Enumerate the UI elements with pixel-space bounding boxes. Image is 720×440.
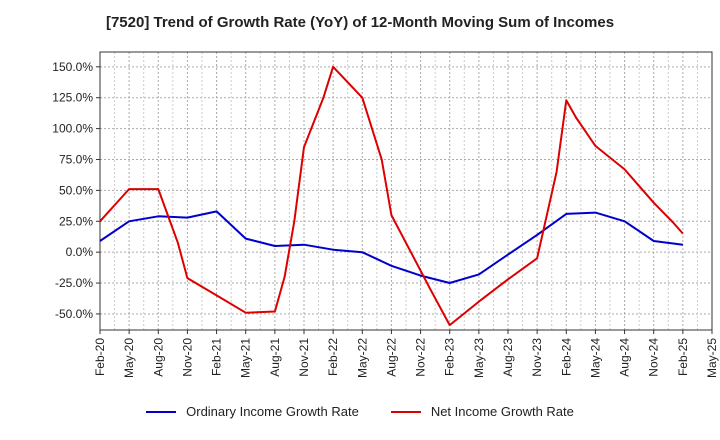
y-tick-label: 50.0% [59, 183, 93, 197]
net-income-growth-line [99, 65, 684, 327]
x-tick-label: Aug-24 [618, 338, 632, 377]
x-tick-label: May-22 [355, 338, 369, 378]
x-tick-label: Nov-22 [414, 338, 428, 377]
ordinary-income-growth-line [99, 210, 684, 284]
legend-item-ordinary-income: Ordinary Income Growth Rate [146, 404, 359, 419]
x-tick-label: Nov-20 [180, 338, 194, 377]
legend-swatch-net-income [390, 410, 421, 413]
x-tick-label: Aug-23 [501, 338, 515, 377]
x-tick-label: Aug-21 [268, 338, 282, 377]
x-tick-label: Feb-20 [93, 338, 107, 376]
x-tick-label: May-24 [588, 338, 602, 378]
x-tick-label: May-20 [122, 338, 136, 378]
x-tick-label: Feb-23 [443, 338, 457, 376]
x-tick-label: Nov-23 [530, 338, 544, 377]
y-tick-label: 25.0% [59, 214, 93, 228]
legend-label-ordinary-income: Ordinary Income Growth Rate [186, 404, 359, 419]
x-tick-label: Feb-21 [210, 338, 224, 376]
x-tick-label: Aug-20 [151, 338, 165, 377]
y-tick-label: 75.0% [59, 152, 93, 166]
y-tick-label: 150.0% [52, 60, 93, 74]
plot-border [99, 51, 713, 331]
legend-label-net-income: Net Income Growth Rate [430, 404, 574, 419]
x-tick-label: Nov-24 [647, 338, 661, 377]
legend-item-net-income: Net Income Growth Rate [390, 404, 574, 419]
x-tick-label: May-23 [472, 338, 486, 378]
legend: Ordinary Income Growth Rate Net Income G… [0, 404, 720, 419]
x-tick-label: Feb-25 [676, 338, 690, 376]
x-tick-label: May-21 [239, 338, 253, 378]
y-tick-label: -25.0% [55, 276, 93, 290]
x-tick-label: Nov-21 [297, 338, 311, 377]
chart-title: [7520] Trend of Growth Rate (YoY) of 12-… [105, 14, 615, 31]
plot-area [100, 52, 712, 330]
y-tick-label: 125.0% [52, 91, 93, 105]
legend-swatch-ordinary-income [146, 410, 177, 413]
x-tick-label: Feb-24 [559, 338, 573, 376]
x-tick-label: Feb-22 [326, 338, 340, 376]
y-tick-label: 100.0% [52, 122, 93, 136]
y-tick-label: -50.0% [55, 307, 93, 321]
x-tick-label: May-25 [705, 338, 719, 378]
x-tick-label: Aug-22 [384, 338, 398, 377]
y-tick-label: 0.0% [66, 245, 94, 259]
